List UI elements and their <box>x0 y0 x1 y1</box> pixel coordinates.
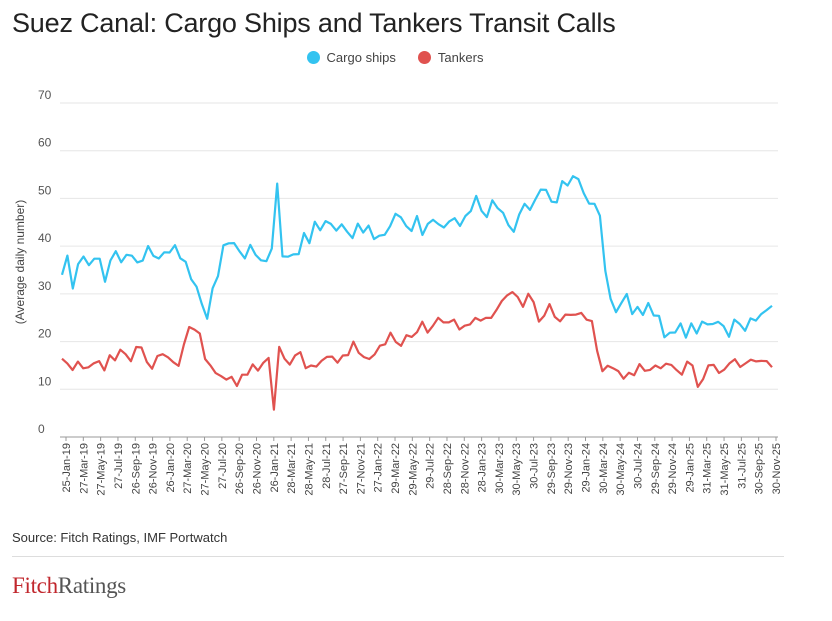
x-tick-label: 30-Sep-25 <box>754 443 766 494</box>
x-tick-label: 28-Mar-21 <box>286 443 298 494</box>
y-tick-label: 10 <box>38 374 52 388</box>
legend: Cargo ships Tankers <box>0 50 790 65</box>
y-tick-label: 50 <box>38 183 52 197</box>
logo-part-fitch: Fitch <box>12 573 58 598</box>
legend-item-cargo[interactable]: Cargo ships <box>306 50 396 65</box>
x-tick-label: 26-Jan-21 <box>269 443 281 493</box>
y-tick-label: 20 <box>38 327 52 341</box>
x-tick-label: 26-Nov-19 <box>148 443 160 494</box>
line-chart: 0 10 20 30 40 50 60 70 25-Jan-19 27-Mar-19 27-May-… <box>38 88 783 496</box>
x-tick-label: 26-Sep-20 <box>234 443 246 494</box>
x-tick-label: 27-Jan-22 <box>373 443 385 493</box>
logo-part-ratings: Ratings <box>57 573 126 598</box>
x-tick-label: 30-Jul-24 <box>632 443 644 489</box>
legend-item-tankers[interactable]: Tankers <box>417 50 484 65</box>
legend-label-tankers: Tankers <box>437 50 484 65</box>
y-tick-label: 0 <box>38 422 45 436</box>
x-tick-label: 29-Jan-24 <box>581 443 593 493</box>
legend-marker-tankers <box>417 51 431 64</box>
x-tick-label: 27-Mar-20 <box>182 443 194 494</box>
x-tick-label: 31-Jul-25 <box>736 443 748 489</box>
y-tick-label: 70 <box>38 88 52 102</box>
x-tick-label: 31-Mar-25 <box>702 443 714 494</box>
series-line-cargo-ships <box>60 175 773 339</box>
x-tick-label: 27-Sep-21 <box>338 443 350 494</box>
x-tick-label: 29-Jul-22 <box>425 443 437 489</box>
divider <box>12 556 784 557</box>
x-tick-label: 30-Nov-25 <box>771 443 783 494</box>
x-tick-label: 26-Nov-20 <box>251 443 263 494</box>
x-tick-label: 31-May-25 <box>719 443 731 496</box>
x-tick-label: 29-Sep-24 <box>650 443 662 494</box>
x-tick-label: 30-Mar-24 <box>598 443 610 494</box>
x-tick-label: 30-May-23 <box>511 443 523 496</box>
y-tick-label: 60 <box>38 136 52 150</box>
source-note: Source: Fitch Ratings, IMF Portwatch <box>12 530 228 545</box>
x-tick-label: 27-May-19 <box>96 443 108 496</box>
x-tick-label: 28-Sep-22 <box>442 443 454 494</box>
legend-label-cargo: Cargo ships <box>326 50 396 65</box>
x-tick-label: 25-Jan-19 <box>61 443 73 493</box>
x-tick-label: 28-Nov-22 <box>459 443 471 494</box>
x-tick-label: 26-Sep-19 <box>130 443 142 494</box>
legend-marker-cargo <box>306 51 320 64</box>
x-tick-label: 27-May-20 <box>200 443 212 496</box>
x-tick-label: 29-Jan-25 <box>684 443 696 493</box>
x-tick-label: 28-Jul-21 <box>321 443 333 489</box>
x-tick-label: 27-Mar-19 <box>78 443 90 494</box>
x-tick-label: 30-Mar-23 <box>494 443 506 494</box>
x-tick-label: 26-Jan-20 <box>165 443 177 493</box>
x-tick-label: 28-Jan-23 <box>477 443 489 493</box>
fitch-ratings-logo: FitchRatings <box>12 573 126 599</box>
x-tick-label: 29-Sep-23 <box>546 443 558 494</box>
x-tick-label: 29-Nov-23 <box>563 443 575 494</box>
series-line-tankers <box>61 291 773 411</box>
x-tick-label: 30-May-24 <box>615 443 627 496</box>
y-tick-label: 40 <box>38 231 52 245</box>
x-tick-label: 29-Mar-22 <box>390 443 402 494</box>
x-tick-label: 27-Nov-21 <box>355 443 367 494</box>
x-tick-label: 29-Nov-24 <box>667 443 679 494</box>
x-tick-label: 27-Jul-19 <box>113 443 125 489</box>
y-tick-label: 30 <box>38 279 52 293</box>
x-tick-label: 30-Jul-23 <box>529 443 541 489</box>
x-tick-label: 28-May-21 <box>303 443 315 496</box>
chart-title: Suez Canal: Cargo Ships and Tankers Tran… <box>12 8 616 38</box>
x-tick-label: 29-May-22 <box>407 443 419 496</box>
x-tick-label: 27-Jul-20 <box>217 443 229 489</box>
